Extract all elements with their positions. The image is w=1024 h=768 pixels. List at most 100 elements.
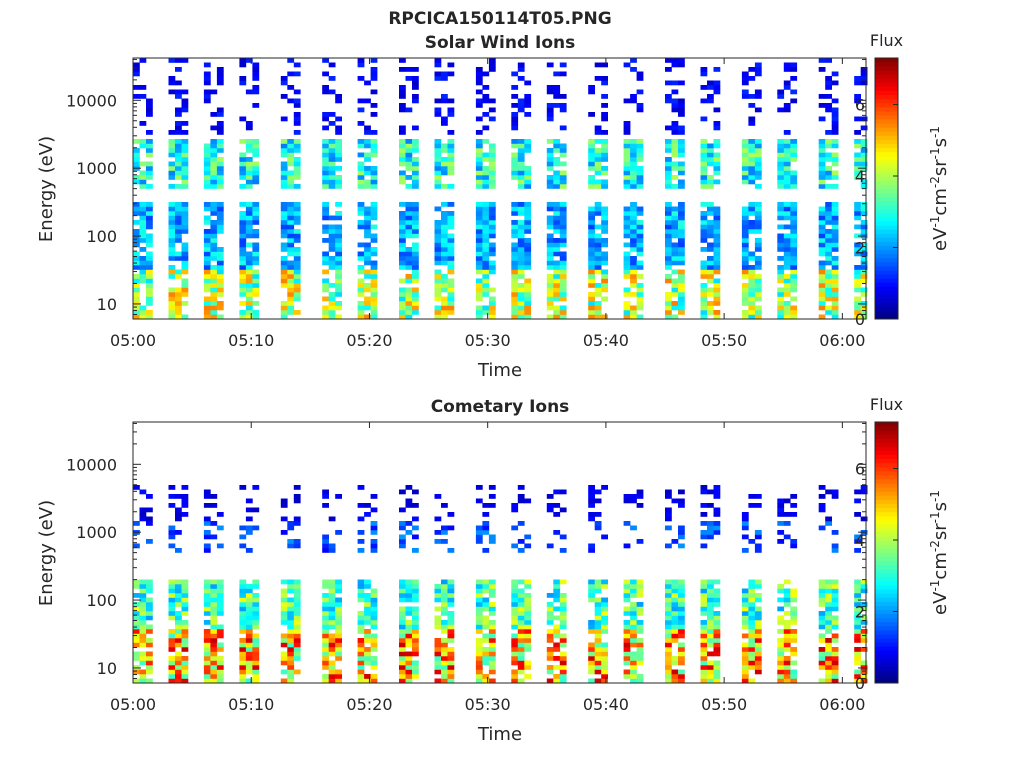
heatmap-cell (476, 297, 483, 302)
heatmap-cell (140, 184, 147, 189)
heatmap-cell (524, 184, 531, 189)
heatmap-cell (665, 602, 672, 607)
heatmap-cell (784, 665, 791, 670)
heatmap-cell (287, 229, 294, 234)
heatmap-cell (701, 72, 708, 77)
heatmap-cell (322, 139, 329, 144)
heatmap-cell (790, 202, 797, 207)
heatmap-cell (518, 521, 525, 526)
y-tick-label: 1000 (76, 159, 117, 178)
heatmap-cell (553, 144, 560, 149)
heatmap-cell (518, 99, 525, 104)
heatmap-cell (553, 85, 560, 90)
heatmap-cell (371, 526, 378, 531)
heatmap-cell (239, 607, 246, 612)
heatmap-cell (832, 139, 839, 144)
heatmap-cell (511, 589, 518, 594)
colorbar-segment (875, 184, 898, 188)
heatmap-cell (854, 130, 861, 135)
heatmap-cell (482, 207, 489, 212)
heatmap-cell (553, 220, 560, 225)
heatmap-cell (672, 279, 679, 284)
heatmap-cell (560, 674, 567, 679)
heatmap-cell (854, 211, 861, 216)
heatmap-cell (518, 211, 525, 216)
heatmap-cell (672, 589, 679, 594)
heatmap-cell (755, 292, 762, 297)
colorbar-segment (875, 597, 898, 601)
heatmap-cell (742, 665, 749, 670)
heatmap-cell (518, 283, 525, 288)
heatmap-cell (448, 252, 455, 257)
heatmap-cell (358, 175, 365, 180)
heatmap-cell (748, 94, 755, 99)
heatmap-cell (819, 616, 826, 621)
heatmap-cell (435, 647, 442, 652)
heatmap-cell (476, 247, 483, 252)
heatmap-cell (819, 508, 826, 513)
colorbar-segment (875, 504, 898, 508)
heatmap-cell (448, 602, 455, 607)
heatmap-cell (322, 607, 329, 612)
heatmap-cell (441, 647, 448, 652)
heatmap-cell (252, 301, 259, 306)
heatmap-cell (140, 279, 147, 284)
heatmap-cell (832, 310, 839, 315)
heatmap-cell (448, 670, 455, 675)
heatmap-cell (489, 661, 496, 666)
heatmap-cell (742, 670, 749, 675)
heatmap-cell (489, 184, 496, 189)
heatmap-cell (630, 94, 637, 99)
heatmap-cell (281, 661, 288, 666)
heatmap-cell (742, 207, 749, 212)
heatmap-cell (489, 643, 496, 648)
heatmap-cell (518, 661, 525, 666)
heatmap-cell (553, 72, 560, 77)
heatmap-cell (560, 63, 567, 68)
heatmap-cell (665, 162, 672, 167)
heatmap-cell (281, 589, 288, 594)
heatmap-cell (518, 243, 525, 248)
heatmap-cell (588, 144, 595, 149)
heatmap-cell (742, 616, 749, 621)
heatmap-cell (358, 661, 365, 666)
heatmap-cell (588, 629, 595, 634)
heatmap-cell (476, 674, 483, 679)
heatmap-cell (678, 503, 685, 508)
heatmap-cell (595, 625, 602, 630)
heatmap-cell (217, 602, 224, 607)
heatmap-cell (146, 494, 153, 499)
heatmap-cell (133, 584, 140, 589)
heatmap-cell (322, 584, 329, 589)
heatmap-cell (329, 157, 336, 162)
heatmap-cell (624, 220, 631, 225)
heatmap-cell (294, 521, 301, 526)
heatmap-cell (371, 661, 378, 666)
heatmap-cell (399, 508, 406, 513)
heatmap-cell (601, 261, 608, 266)
heatmap-cell (294, 485, 301, 490)
heatmap-cell (624, 270, 631, 275)
heatmap-cell (482, 584, 489, 589)
heatmap-cell (553, 238, 560, 243)
heatmap-cell (204, 166, 211, 171)
heatmap-cell (665, 126, 672, 131)
heatmap-cell (322, 202, 329, 207)
heatmap-cell (335, 175, 342, 180)
heatmap-cell (169, 216, 176, 221)
heatmap-cell (678, 171, 685, 176)
heatmap-cell (175, 225, 182, 230)
heatmap-cell (511, 310, 518, 315)
heatmap-cell (601, 647, 608, 652)
heatmap-cell (637, 153, 644, 158)
heatmap-cell (524, 544, 531, 549)
heatmap-cell (371, 283, 378, 288)
heatmap-cell (322, 283, 329, 288)
heatmap-cell (637, 238, 644, 243)
heatmap-cell (701, 229, 708, 234)
heatmap-cell (748, 620, 755, 625)
heatmap-cell (239, 638, 246, 643)
heatmap-cell (146, 256, 153, 261)
heatmap-cell (595, 629, 602, 634)
heatmap-cell (358, 252, 365, 257)
